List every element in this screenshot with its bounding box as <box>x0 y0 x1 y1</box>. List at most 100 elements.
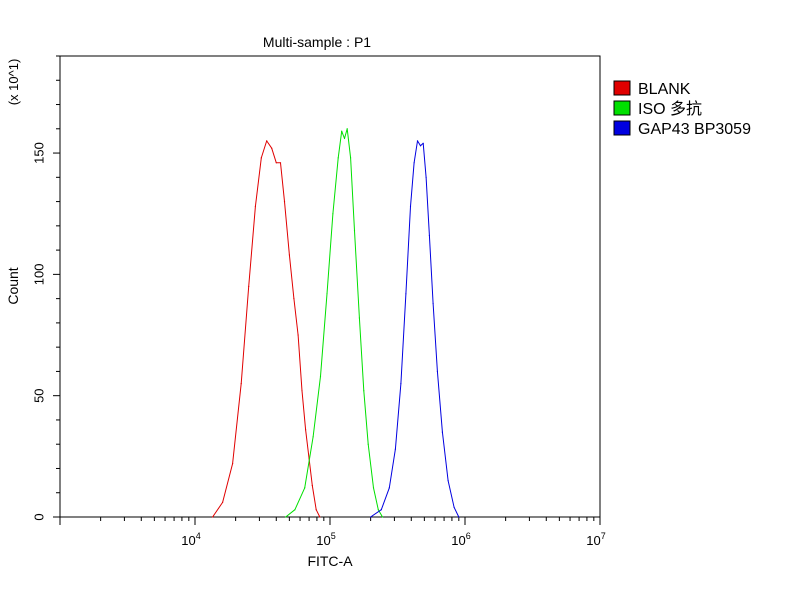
series-layer <box>212 128 460 518</box>
data-point <box>458 516 460 518</box>
data-point <box>367 443 369 445</box>
x-tick-label: 107 <box>586 531 605 548</box>
plot-area-frame <box>59 55 601 518</box>
x-tick-base: 10 <box>316 533 330 548</box>
legend-item: GAP43 BP3059 <box>613 120 751 138</box>
data-point <box>260 157 262 159</box>
x-tick-exponent: 5 <box>331 531 336 541</box>
legend-item: ISO 多抗 <box>613 100 702 118</box>
data-point <box>266 140 268 142</box>
data-point <box>275 162 277 164</box>
legend-label: GAP43 BP3059 <box>638 121 751 138</box>
series-0 <box>212 140 321 518</box>
x-axis: 104 105 106 107 <box>59 517 606 548</box>
data-point <box>240 383 242 385</box>
data-point <box>326 293 328 295</box>
data-point <box>288 254 290 256</box>
x-tick-label: 104 <box>181 531 200 548</box>
data-point <box>283 201 286 203</box>
data-point <box>400 383 402 385</box>
data-point <box>319 375 322 377</box>
data-point <box>353 230 356 232</box>
data-point <box>453 506 455 508</box>
data-point <box>372 487 375 489</box>
data-point <box>222 501 224 503</box>
y-axis: 0 50 100 150 <box>31 55 60 521</box>
data-point <box>337 157 339 159</box>
data-point <box>380 509 382 511</box>
x-tick-exponent: 7 <box>601 531 606 541</box>
x-tick-base: 10 <box>586 533 600 548</box>
data-point <box>447 480 449 482</box>
data-point <box>436 370 438 372</box>
data-point <box>416 140 419 142</box>
data-point <box>409 205 412 207</box>
data-point <box>377 509 379 511</box>
data-point <box>304 487 306 489</box>
data-point <box>419 145 422 147</box>
y-axis-label: Count <box>5 267 21 304</box>
chart-title: Multi-sample : P1 <box>263 34 371 50</box>
data-point <box>363 390 365 392</box>
data-point <box>212 516 214 518</box>
legend-item: BLANK <box>613 80 691 98</box>
data-point <box>248 285 250 288</box>
legend-label: BLANK <box>638 81 691 98</box>
x-tick-exponent: 4 <box>196 531 201 541</box>
series-line <box>285 128 383 518</box>
y-tick-label: 100 <box>31 264 46 286</box>
x-tick-base: 10 <box>181 533 195 548</box>
series-line <box>212 140 321 518</box>
legend: BLANK ISO 多抗 GAP43 BP3059 <box>613 80 751 138</box>
data-point <box>301 390 303 392</box>
legend-swatch <box>613 100 631 116</box>
data-point <box>285 516 287 518</box>
data-point <box>388 487 390 489</box>
data-point <box>232 463 234 465</box>
data-point <box>341 130 343 132</box>
data-point <box>271 147 273 149</box>
data-point <box>343 137 346 140</box>
y-tick-label: 150 <box>31 142 46 164</box>
data-point <box>428 234 430 237</box>
data-point <box>315 509 317 511</box>
legend-swatch <box>613 120 631 136</box>
data-point <box>311 484 313 487</box>
x-tick-label: 105 <box>316 531 335 548</box>
data-point <box>441 431 443 433</box>
data-point <box>394 448 396 450</box>
data-point <box>254 205 256 207</box>
legend-swatch <box>613 80 631 96</box>
data-point <box>293 298 295 300</box>
x-tick-label: 106 <box>451 531 470 548</box>
data-point <box>319 516 321 518</box>
data-point <box>370 516 372 518</box>
data-point <box>346 128 348 130</box>
x-tick-base: 10 <box>451 533 465 548</box>
legend-label: ISO 多抗 <box>638 100 702 118</box>
data-point <box>350 157 352 159</box>
data-point <box>312 436 314 438</box>
data-point <box>413 162 415 164</box>
data-point <box>381 516 384 518</box>
data-point <box>332 213 334 215</box>
y-tick-label: 0 <box>31 513 46 520</box>
data-point <box>425 176 427 178</box>
series-line <box>370 140 460 518</box>
data-point <box>279 162 282 164</box>
x-axis-label: FITC-A <box>307 553 353 569</box>
data-point <box>422 142 424 144</box>
series-2 <box>370 140 460 518</box>
data-point <box>294 509 296 511</box>
data-point <box>305 429 307 431</box>
x-tick-exponent: 6 <box>466 531 471 541</box>
y-multiplier-label: (x 10^1) <box>6 59 21 106</box>
data-point <box>297 334 299 336</box>
data-point <box>358 317 360 319</box>
data-point <box>432 302 434 305</box>
data-point <box>405 293 407 295</box>
series-1 <box>285 128 384 518</box>
y-tick-label: 50 <box>31 388 46 402</box>
